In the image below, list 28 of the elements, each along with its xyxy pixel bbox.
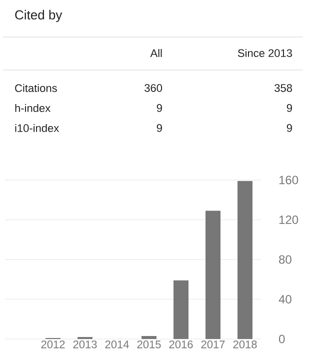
text: 9 — [156, 104, 162, 112]
x-tick-label: 2014 — [105, 340, 129, 348]
text: Since 2013 — [238, 48, 292, 58]
x-tick-label: 2015 — [137, 340, 161, 348]
y-tick-label: 120 — [279, 216, 298, 224]
text: Citations — [15, 84, 57, 92]
bar — [174, 280, 188, 339]
bar — [238, 180, 252, 339]
text: h-index — [15, 104, 50, 112]
text: 9 — [286, 124, 292, 132]
x-tick-label: 2017 — [201, 340, 225, 348]
x-tick-label: 2013 — [73, 340, 97, 348]
text: 360 — [144, 84, 162, 92]
y-tick-label: 80 — [279, 255, 292, 264]
bar — [206, 210, 220, 339]
text: 9 — [156, 124, 162, 132]
text: All — [150, 49, 162, 57]
x-tick-label: 2018 — [233, 340, 257, 348]
y-tick-label: 0 — [278, 334, 285, 344]
y-tick-label: 160 — [279, 176, 298, 184]
text: 9 — [286, 104, 292, 112]
text: 358 — [274, 84, 292, 92]
bar — [142, 336, 156, 339]
text: Cited by — [15, 10, 62, 22]
x-tick-label: 2016 — [169, 340, 193, 348]
y-tick-label: 40 — [278, 295, 292, 304]
text: i10-index — [15, 124, 60, 132]
x-tick-label: 2012 — [41, 340, 65, 348]
